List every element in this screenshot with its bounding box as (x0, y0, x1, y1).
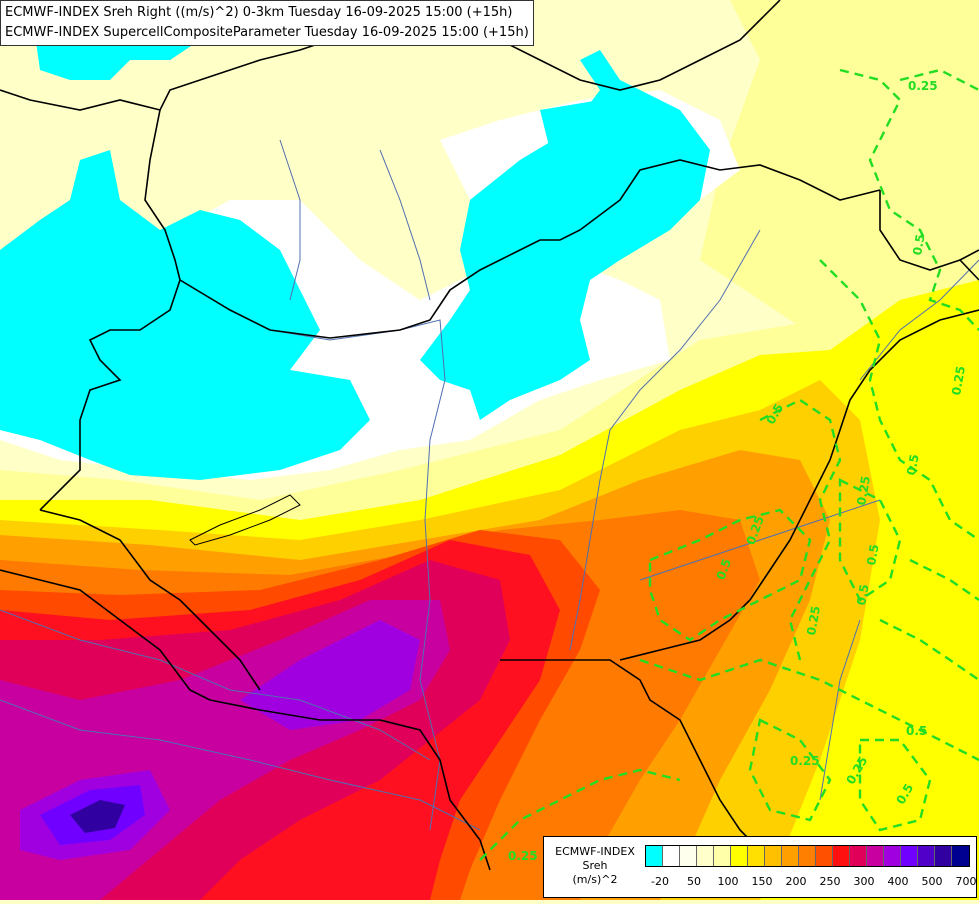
legend-swatch (867, 846, 884, 866)
field-indigo-sw (70, 800, 125, 833)
scp-contour-1 (839, 68, 979, 331)
river-east (859, 259, 979, 381)
legend-swatch (816, 846, 833, 866)
legend-title: ECMWF-INDEX Sreh (m/s)^2 (550, 845, 640, 887)
legend-tick-label: 300 (853, 875, 875, 888)
legend-swatch (714, 846, 731, 866)
river-tisza (569, 229, 761, 651)
contour-label: 0.25 (790, 754, 820, 768)
legend-title-line1: ECMWF-INDEX (555, 845, 635, 858)
legend-tick-label: -20 (651, 875, 669, 888)
border-ro-md (619, 309, 979, 661)
scp-contour-4 (759, 398, 842, 661)
field-cyan-small (540, 100, 620, 160)
legend-tick-label: 200 (785, 875, 807, 888)
river-morava (279, 139, 301, 301)
border-cz-at (144, 109, 181, 281)
legend-tick-label: 250 (819, 875, 841, 888)
legend-swatch (697, 846, 714, 866)
contour-label: 0.5 (910, 233, 927, 256)
river-olt (819, 619, 861, 801)
contour-label: 0.5 (714, 557, 734, 582)
contour-label: 0.25 (949, 365, 968, 397)
legend-tick-label: 500 (921, 875, 943, 888)
legend-swatch (646, 846, 663, 866)
legend-swatch (680, 846, 697, 866)
contour-label: 0.5 (854, 583, 871, 606)
scp-contour-8 (748, 718, 832, 822)
river-drava (0, 609, 431, 761)
river-sava (0, 699, 481, 831)
border-sk-hu (179, 159, 881, 339)
contour-label: 0.5 (906, 724, 927, 738)
legend-tick-label: 50 (687, 875, 701, 888)
scp-contour-11 (909, 558, 979, 601)
legend-swatch (884, 846, 901, 866)
field-cyan-west (0, 150, 370, 480)
legend-swatch (918, 846, 935, 866)
legend-swatches (645, 845, 970, 867)
border-ua-md (959, 249, 979, 261)
scp-contour-5 (648, 508, 812, 642)
border-hu-hr (39, 509, 261, 691)
border-at-hu (39, 279, 181, 511)
legend-swatch (935, 846, 952, 866)
border-hr-bih (0, 569, 211, 701)
field-cyan-east (420, 50, 710, 420)
field-purple-center (240, 620, 420, 730)
legend-swatch (850, 846, 867, 866)
river-vah (379, 149, 431, 301)
title-line-sreh: ECMWF-INDEX Sreh Right ((m/s)^2) 0-3km T… (5, 5, 513, 20)
contour-label: 0.5 (904, 453, 921, 476)
lake-balaton (189, 494, 301, 546)
legend-swatch (901, 846, 918, 866)
legend-swatch (765, 846, 782, 866)
scp-contour-6 (838, 478, 902, 602)
scp-contour-12 (879, 618, 979, 681)
contour-label: 0.25 (508, 849, 538, 863)
legend-swatch (833, 846, 850, 866)
legend-swatch (952, 846, 969, 866)
border-ro-ua (879, 190, 979, 281)
legend-swatch (663, 846, 680, 866)
legend-tick-label: 700 (955, 875, 977, 888)
map-title: ECMWF-INDEX Sreh Right ((m/s)^2) 0-3km T… (0, 0, 534, 46)
border-hu-rs (209, 699, 491, 871)
contour-label: 0.25 (804, 605, 823, 637)
legend-tick-label: 100 (717, 875, 739, 888)
border-hu-ro (500, 659, 761, 851)
legend-swatch (748, 846, 765, 866)
legend-ticks: -20 50 100 150 200 250 300 400 500 700 (645, 875, 976, 889)
contour-label: 0.25 (908, 79, 938, 93)
legend-title-line3: (m/s)^2 (572, 873, 618, 886)
scp-contour-7 (639, 658, 979, 762)
scp-contour-10 (479, 768, 681, 861)
legend-swatch (782, 846, 799, 866)
borders (0, 0, 979, 871)
legend-tick-label: 400 (887, 875, 909, 888)
legend-swatch (731, 846, 748, 866)
contour-label: 0.25 (854, 475, 873, 507)
contour-label: 0.5 (864, 543, 881, 566)
color-legend: ECMWF-INDEX Sreh (m/s)^2 -20 50 100 150 200 2… (543, 836, 977, 898)
legend-title-line2: Sreh (582, 859, 608, 872)
scp-contours (479, 68, 979, 861)
scp-contour-3 (819, 259, 979, 541)
title-line-scp: ECMWF-INDEX SupercellCompositeParameter … (5, 25, 529, 40)
legend-tick-label: 150 (751, 875, 773, 888)
legend-swatch (799, 846, 816, 866)
